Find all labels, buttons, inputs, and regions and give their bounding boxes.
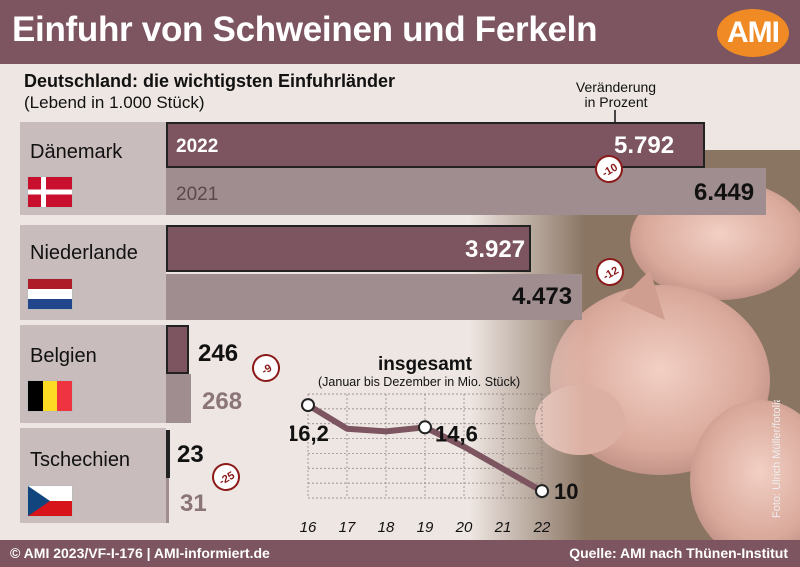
x-tick-label: 21 xyxy=(494,519,512,536)
data-point xyxy=(535,484,549,499)
change-label-line1: Veränderung xyxy=(575,79,657,95)
value-label: 268 xyxy=(202,388,243,415)
value-label: 246 xyxy=(198,340,239,367)
x-tick-label: 17 xyxy=(339,519,356,536)
chart-subtitle: Deutschland: die wichtigsten Einfuhrländ… xyxy=(24,71,396,91)
unit-note: (Lebend in 1.000 Stück) xyxy=(24,93,205,112)
country-label: Belgien xyxy=(30,345,97,367)
bar-2021-czech xyxy=(166,478,169,523)
photo-credit: Foto: Ulrich Müller/fotolia xyxy=(771,400,783,518)
bar-2022-czech xyxy=(166,430,170,478)
flag-czech-icon xyxy=(27,485,73,517)
value-label: 31 xyxy=(180,490,207,517)
legend-2021: 2021 xyxy=(176,184,219,205)
data-label: 14,6 xyxy=(435,421,478,446)
x-tick-label: 19 xyxy=(417,519,434,536)
flag-belgium-icon xyxy=(27,380,73,412)
country-label: Niederlande xyxy=(30,242,138,264)
data-label: 10,0 xyxy=(554,479,580,504)
change-label: Veränderung in Prozent xyxy=(556,80,676,110)
change-badge-value: -25 xyxy=(217,469,237,488)
header-band xyxy=(0,0,800,64)
flag-netherlands-icon xyxy=(27,278,73,310)
bar-2022-netherlands xyxy=(166,225,531,272)
x-tick-label: 22 xyxy=(533,519,551,536)
x-tick-label: 20 xyxy=(455,519,473,536)
ami-logo: AMI xyxy=(717,9,789,57)
value-label: 6.449 xyxy=(694,179,755,206)
change-label-line2: in Prozent xyxy=(584,94,648,110)
change-badge: -9 xyxy=(246,348,286,388)
flag-denmark-icon xyxy=(27,176,73,208)
x-tick-label: 16 xyxy=(300,519,317,536)
data-label: 16,2 xyxy=(290,421,329,446)
footer-copyright: © AMI 2023/VF-I-176 | AMI-informiert.de xyxy=(10,545,270,561)
bar-2022-belgium xyxy=(166,325,189,374)
photo-credit-text: Foto: Ulrich Müller/fotolia xyxy=(771,400,783,518)
x-tick-label: 18 xyxy=(378,519,395,536)
line-chart: 16 17 18 19 20 21 22 16,2 14,6 10,0 xyxy=(290,393,580,536)
bar-2021-denmark xyxy=(166,168,766,215)
legend-2022: 2022 xyxy=(176,136,219,157)
page-title: Einfuhr von Schweinen und Ferkeln xyxy=(12,10,598,49)
change-badge-value: -9 xyxy=(259,362,275,378)
country-label: Tschechien xyxy=(30,449,131,471)
data-point xyxy=(301,398,315,413)
footer-source: Quelle: AMI nach Thünen-Institut xyxy=(569,545,788,561)
change-badge: -25 xyxy=(206,457,246,497)
footer-band xyxy=(0,540,800,567)
value-label: 3.927 xyxy=(465,236,526,263)
change-badge-value: -10 xyxy=(600,161,620,180)
bar-2021-netherlands xyxy=(166,274,582,320)
pig-photo xyxy=(470,150,800,540)
bar-2021-belgium xyxy=(166,374,191,423)
value-label: 5.792 xyxy=(614,132,675,159)
line-chart-subtitle: (Januar bis Dezember in Mio. Stück) xyxy=(318,375,521,389)
country-label: Dänemark xyxy=(30,141,123,163)
change-badge-value: -12 xyxy=(601,264,621,283)
line-chart-title: insgesamt xyxy=(378,354,472,375)
value-label: 4.473 xyxy=(512,283,573,310)
data-point xyxy=(418,420,432,435)
value-label: 23 xyxy=(177,441,204,468)
